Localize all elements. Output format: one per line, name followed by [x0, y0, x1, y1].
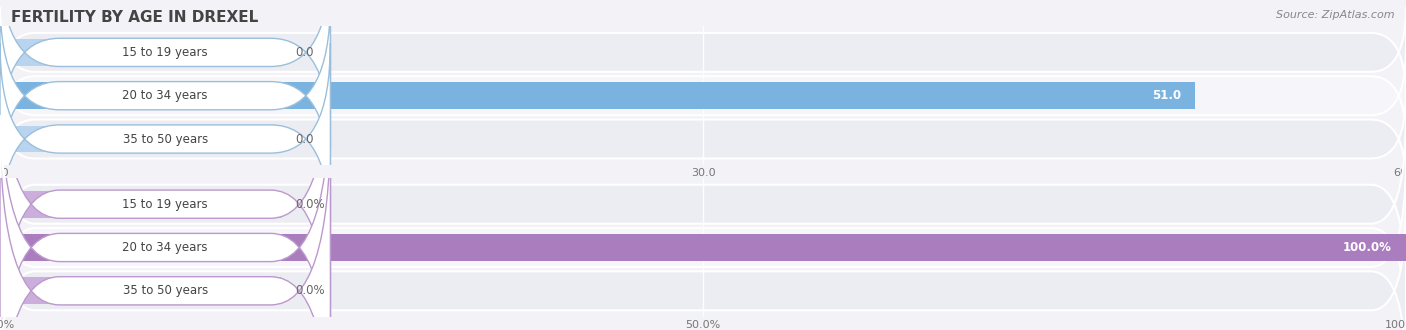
FancyBboxPatch shape	[0, 0, 330, 148]
Text: 0.0%: 0.0%	[295, 198, 325, 211]
FancyBboxPatch shape	[0, 79, 330, 330]
Text: 20 to 34 years: 20 to 34 years	[122, 89, 208, 102]
Text: 100.0%: 100.0%	[1343, 241, 1392, 254]
Text: 51.0: 51.0	[1152, 89, 1181, 102]
Bar	[0, 126, 281, 152]
FancyBboxPatch shape	[0, 202, 1406, 330]
FancyBboxPatch shape	[0, 93, 1406, 184]
Bar	[0, 39, 281, 66]
FancyBboxPatch shape	[0, 159, 1406, 330]
FancyBboxPatch shape	[0, 115, 1406, 293]
Text: 0.0%: 0.0%	[295, 284, 325, 297]
Text: 35 to 50 years: 35 to 50 years	[122, 133, 208, 146]
Bar	[0, 82, 1195, 109]
FancyBboxPatch shape	[0, 122, 330, 330]
FancyBboxPatch shape	[0, 43, 330, 235]
Text: 20 to 34 years: 20 to 34 years	[122, 241, 208, 254]
Text: 0.0: 0.0	[295, 133, 314, 146]
Text: 15 to 19 years: 15 to 19 years	[122, 198, 208, 211]
Text: Source: ZipAtlas.com: Source: ZipAtlas.com	[1277, 10, 1395, 20]
FancyBboxPatch shape	[0, 35, 330, 330]
Text: 35 to 50 years: 35 to 50 years	[122, 284, 208, 297]
Text: 0.0: 0.0	[295, 46, 314, 59]
FancyBboxPatch shape	[0, 7, 1406, 98]
Bar	[0, 278, 281, 304]
FancyBboxPatch shape	[0, 50, 1406, 141]
Bar	[0, 234, 1406, 261]
Bar	[0, 191, 281, 217]
Text: FERTILITY BY AGE IN DREXEL: FERTILITY BY AGE IN DREXEL	[11, 10, 259, 25]
Text: 15 to 19 years: 15 to 19 years	[122, 46, 208, 59]
FancyBboxPatch shape	[0, 0, 330, 191]
